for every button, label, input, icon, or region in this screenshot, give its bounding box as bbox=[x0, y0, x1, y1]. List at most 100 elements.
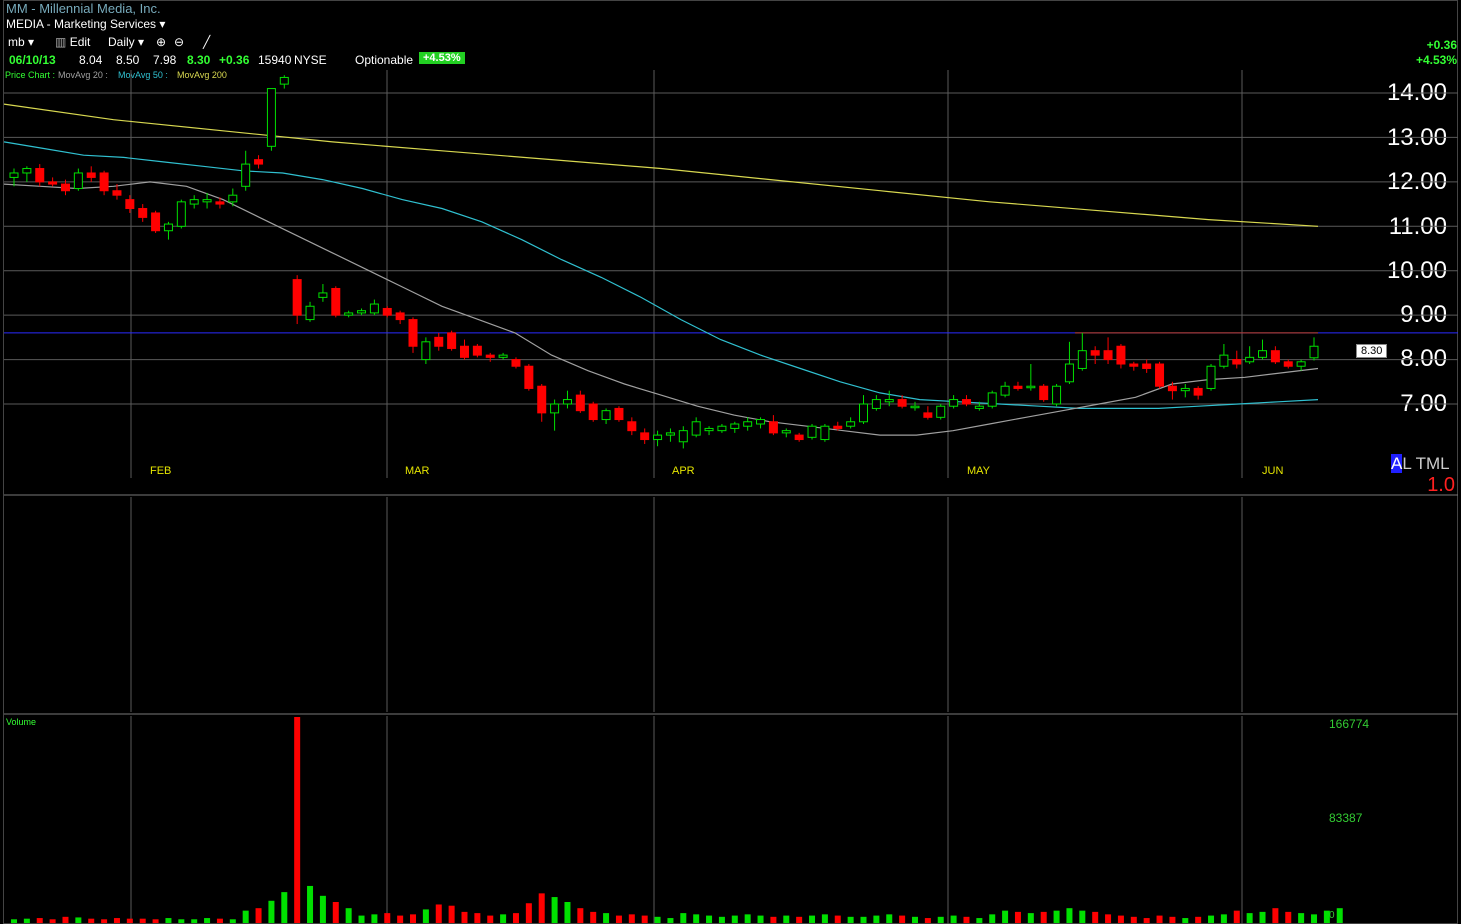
candle-body-up bbox=[1245, 356, 1255, 363]
volume-bar bbox=[1130, 916, 1137, 923]
candle-body-up bbox=[163, 223, 173, 232]
candle-body-up bbox=[357, 310, 367, 314]
candle-body-up bbox=[1219, 354, 1229, 367]
volume-bar bbox=[1272, 908, 1279, 923]
volume-bar bbox=[1143, 918, 1150, 923]
volume-bar bbox=[448, 905, 455, 923]
quote-low: 7.98 bbox=[153, 53, 177, 67]
draw-pen-icon[interactable]: ╱ bbox=[203, 35, 211, 49]
sector-selector[interactable]: MEDIA - Marketing Services ▾ bbox=[6, 17, 165, 31]
candle-body-down bbox=[331, 287, 341, 316]
volume-bar bbox=[860, 916, 867, 923]
volume-bar bbox=[268, 900, 275, 923]
candle-body-up bbox=[189, 199, 199, 205]
volume-bar bbox=[75, 917, 82, 923]
zoom-in-icon[interactable]: ⊕ bbox=[156, 35, 167, 49]
volume-bar bbox=[628, 914, 635, 923]
chevron-down-icon: ▾ bbox=[28, 35, 35, 49]
volume-bar bbox=[62, 916, 69, 923]
candle-body-down bbox=[35, 168, 45, 183]
sector-label: MEDIA - Marketing Services bbox=[6, 17, 157, 31]
candle-body-up bbox=[1180, 387, 1190, 392]
quote-high: 8.50 bbox=[116, 53, 140, 67]
last-price-tag: 8.30 bbox=[1356, 344, 1388, 358]
legend-ma20: MovAvg 20 : bbox=[58, 70, 108, 80]
volume-bar bbox=[706, 915, 713, 923]
volume-bar bbox=[474, 913, 481, 923]
candle-body-down bbox=[833, 425, 843, 429]
candle-body-up bbox=[987, 392, 997, 407]
candle-body-up bbox=[1309, 345, 1319, 359]
candle-body-up bbox=[369, 303, 379, 314]
volume-tick-label: 83387 bbox=[1329, 811, 1363, 825]
volume-bar bbox=[744, 914, 751, 923]
volume-bar bbox=[963, 916, 970, 923]
scale-indicator: 1.0 bbox=[1427, 474, 1455, 496]
candle-body-down bbox=[485, 354, 495, 358]
candle-body-up bbox=[601, 410, 611, 421]
candle-body-up bbox=[344, 312, 354, 316]
zoom-out-icon[interactable]: ⊖ bbox=[174, 35, 185, 49]
period-selector[interactable]: Daily ▾ bbox=[108, 35, 144, 49]
volume-bar bbox=[1156, 915, 1163, 923]
volume-bar bbox=[783, 915, 790, 923]
volume-bar bbox=[255, 908, 262, 923]
edit-button[interactable]: ▥ Edit bbox=[55, 35, 90, 49]
volume-bar bbox=[152, 919, 159, 923]
candle-body-up bbox=[653, 434, 663, 441]
volume-bar bbox=[1105, 914, 1112, 923]
volume-bar bbox=[229, 919, 236, 923]
volume-tick-label: 0 bbox=[1329, 910, 1335, 921]
candle-body-down bbox=[1232, 359, 1242, 365]
candle-body-up bbox=[884, 399, 894, 403]
volume-bar bbox=[165, 918, 172, 923]
volume-bar bbox=[126, 918, 133, 923]
candle-body-up bbox=[691, 421, 701, 436]
candle-body-up bbox=[756, 419, 766, 425]
x-tick-label: JUN bbox=[1262, 465, 1284, 477]
period-label: Daily bbox=[108, 35, 135, 49]
candle-body-up bbox=[421, 341, 431, 361]
candle-body-down bbox=[768, 421, 778, 434]
badge-l: L bbox=[1402, 454, 1412, 473]
volume-bar bbox=[950, 915, 957, 923]
legend-ma50: MovAvg 50 : bbox=[118, 70, 168, 80]
quote-open: 8.04 bbox=[79, 53, 103, 67]
volume-bar bbox=[139, 918, 146, 923]
volume-bar bbox=[410, 914, 417, 923]
candle-body-down bbox=[640, 432, 650, 441]
candle-body-up bbox=[305, 305, 315, 321]
candle-body-down bbox=[292, 279, 302, 316]
candle-body-up bbox=[820, 425, 830, 441]
profile-selector[interactable]: mb ▾ bbox=[8, 35, 34, 49]
volume-bar bbox=[641, 915, 648, 923]
chevron-down-icon: ▾ bbox=[138, 35, 145, 49]
candle-body-down bbox=[254, 159, 264, 165]
volume-bar bbox=[1233, 910, 1240, 923]
candle-body-down bbox=[794, 434, 804, 441]
candle-body-down bbox=[1155, 363, 1165, 387]
volume-bar bbox=[989, 914, 996, 923]
y-tick-label: 9.00 bbox=[1400, 301, 1447, 328]
candle-body-down bbox=[408, 319, 418, 347]
volume-bar bbox=[1040, 911, 1047, 923]
volume-bar bbox=[281, 892, 288, 923]
candle-body-down bbox=[1013, 385, 1023, 389]
volume-bar bbox=[873, 915, 880, 923]
volume-bar bbox=[178, 919, 185, 923]
volume-bar bbox=[1220, 914, 1227, 923]
volume-bar bbox=[834, 915, 841, 923]
candle-body-down bbox=[459, 345, 469, 358]
volume-bar bbox=[1298, 913, 1305, 923]
candle-body-down bbox=[1090, 350, 1100, 356]
candle-body-up bbox=[1258, 350, 1268, 358]
symbol-title: MM - Millennial Media, Inc. bbox=[6, 1, 161, 16]
volume-bar bbox=[101, 919, 108, 923]
candle-body-down bbox=[125, 199, 135, 210]
volume-bar bbox=[11, 919, 17, 923]
volume-bar bbox=[1246, 913, 1253, 923]
volume-bar bbox=[397, 915, 404, 923]
legend-ma200: MovAvg 200 bbox=[177, 70, 227, 80]
candle-body-down bbox=[447, 332, 457, 349]
